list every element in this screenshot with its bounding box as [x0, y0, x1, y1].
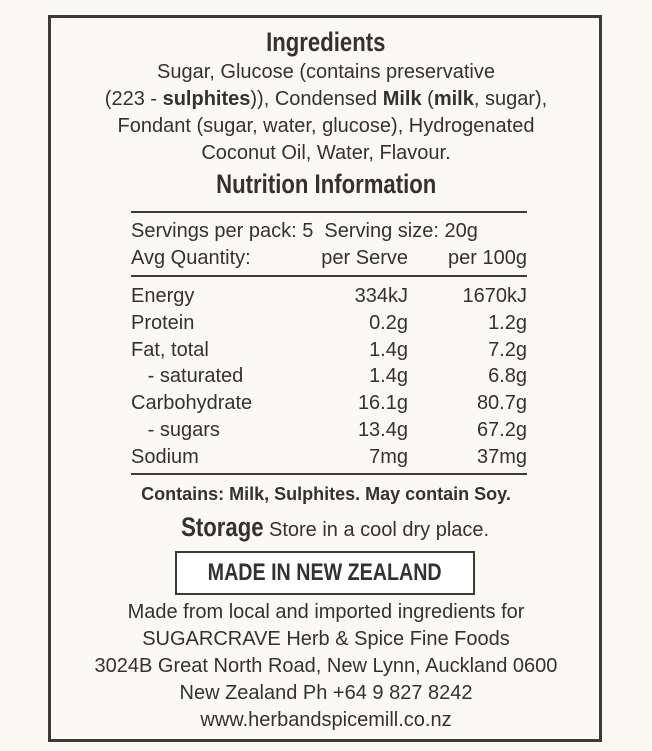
header-per-serve: per Serve	[321, 247, 408, 269]
nutrition-row: Fat, total 1.4g 7.2g	[131, 337, 527, 364]
nutrition-per-100g: 67.2g	[476, 419, 527, 441]
ingredients-list: Sugar, Glucose (contains preservative (2…	[0, 59, 652, 167]
ingredients-title: Ingredients	[266, 27, 386, 57]
text: (	[421, 88, 434, 110]
nutrition-per-100g: 80.7g	[476, 392, 527, 415]
nutrition-row: Protein 0.2g 1.2g	[131, 310, 527, 337]
nutrition-heading: Nutrition Information	[0, 169, 652, 200]
nutrition-label: Energy	[131, 285, 195, 307]
servings-row: Servings per pack: 5 Serving size: 20g	[131, 218, 527, 245]
address-line: Made from local and imported ingredients…	[127, 601, 525, 623]
allergen-sulphites: sulphites	[162, 88, 251, 110]
allergen-statement: Contains: Milk, Sulphites. May contain S…	[141, 484, 511, 504]
text: (223 -	[104, 88, 163, 110]
divider	[131, 473, 527, 475]
nutrition-per-100g: 37mg	[476, 445, 527, 468]
nutrition-label: Protein	[131, 311, 195, 334]
nutrition-per-serve: 1.4g	[369, 365, 408, 388]
nutrition-row: Sodium 7mg 37mg	[131, 444, 527, 471]
ingredients-line: Fondant (sugar, water, glucose), Hydroge…	[117, 115, 535, 137]
nutrition-label: - sugars	[131, 419, 220, 441]
text: )), Condensed	[250, 88, 383, 110]
divider	[131, 211, 527, 213]
made-in-nz-text: MADE IN NEW ZEALAND	[208, 559, 442, 586]
header-label: Avg Quantity:	[131, 247, 251, 269]
text: , sugar),	[473, 88, 548, 110]
company-name: SUGARCRAVE Herb & Spice Fine Foods	[142, 628, 510, 650]
storage-line: Storage Store in a cool dry place.	[0, 512, 652, 543]
nutrition-row: Carbohydrate 16.1g 80.7g	[131, 390, 527, 417]
label-border	[48, 15, 602, 742]
nutrition-label: Fat, total	[131, 338, 209, 361]
nutrition-per-serve: 7mg	[369, 445, 408, 468]
ingredients-line: Sugar, Glucose (contains preservative	[157, 61, 495, 83]
nutrition-row: Energy 334kJ 1670kJ	[131, 283, 527, 310]
allergen-milk: milk	[433, 88, 474, 110]
nutrition-per-serve: 13.4g	[357, 419, 408, 441]
nutrition-row: - sugars 13.4g 67.2g	[131, 417, 527, 444]
address-block: Made from local and imported ingredients…	[0, 599, 652, 734]
phone-line: New Zealand Ph +64 9 827 8242	[179, 682, 473, 704]
website: www.herbandspicemill.co.nz	[200, 709, 452, 731]
nutrition-per-100g: 1670kJ	[462, 285, 528, 307]
nutrition-per-100g: 7.2g	[488, 338, 527, 361]
nutrition-label: - saturated	[131, 365, 244, 388]
divider	[131, 275, 527, 277]
ingredients-line: Coconut Oil, Water, Flavour.	[201, 142, 451, 164]
servings-text: Servings per pack: 5 Serving size: 20g	[131, 220, 478, 242]
ingredients-line: (223 - sulphites)), Condensed Milk (milk…	[0, 86, 652, 113]
nutrition-title: Nutrition Information	[215, 169, 437, 199]
address-line: 3024B Great North Road, New Lynn, Auckla…	[94, 655, 558, 677]
nutrition-header-row: Avg Quantity: per Serve per 100g	[131, 245, 527, 272]
storage-text: Store in a cool dry place.	[263, 519, 490, 541]
nutrition-per-serve: 1.4g	[369, 338, 408, 361]
nutrition-per-100g: 1.2g	[488, 311, 527, 334]
nutrition-label: Carbohydrate	[131, 392, 253, 415]
nutrition-per-serve: 334kJ	[354, 285, 408, 307]
nutrition-label: Sodium	[131, 445, 199, 468]
nutrition-per-serve: 16.1g	[357, 392, 408, 415]
nutrition-row: - saturated 1.4g 6.8g	[131, 363, 527, 390]
allergen-milk: Milk	[382, 88, 422, 110]
nutrition-per-serve: 0.2g	[369, 311, 408, 334]
ingredients-heading: Ingredients	[0, 27, 652, 58]
made-in-nz-badge: MADE IN NEW ZEALAND	[175, 551, 475, 595]
storage-title: Storage	[180, 512, 264, 542]
nutrition-per-100g: 6.8g	[488, 365, 527, 388]
header-per-100g: per 100g	[448, 247, 527, 269]
